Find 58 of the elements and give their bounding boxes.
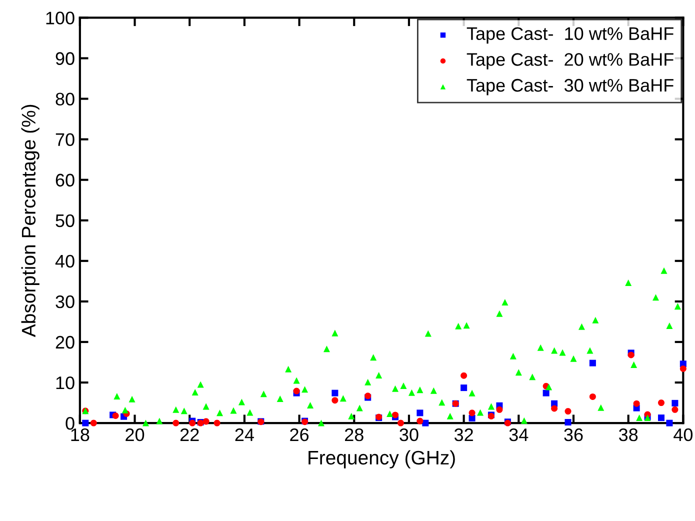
point [422, 420, 429, 426]
point [214, 420, 220, 426]
y-tick-label: 90 [56, 52, 74, 65]
y-tick-label: 20 [56, 336, 74, 349]
x-tick-label: 38 [618, 428, 638, 442]
point [542, 390, 550, 396]
x-tick-label: 18 [71, 428, 90, 442]
x-axis-title: Frequency (GHz) [308, 450, 455, 468]
point [332, 390, 338, 396]
point [397, 420, 404, 426]
point [460, 384, 468, 392]
y-tick-label: 30 [56, 295, 74, 308]
point [82, 420, 89, 426]
point [672, 400, 678, 406]
point [589, 393, 596, 400]
y-tick-label: 40 [55, 254, 74, 268]
point [658, 414, 665, 422]
point [172, 420, 180, 426]
point [332, 397, 338, 404]
point [633, 400, 640, 407]
y-tick-label: 80 [56, 92, 74, 106]
legend-label: Tape Cast- 30 wt% BaHF [466, 78, 674, 96]
point [564, 408, 572, 415]
y-tick-label: 50 [56, 214, 74, 228]
point [551, 405, 558, 412]
x-tick-label: 20 [126, 428, 144, 442]
y-tick-label: 0 [66, 416, 74, 430]
x-tick-label: 40 [674, 428, 693, 442]
legend-label: Tape Cast- 20 wt% BaHF [466, 53, 674, 70]
point [589, 360, 596, 366]
y-tick-label: 70 [56, 133, 74, 146]
x-tick-label: 28 [345, 428, 364, 442]
point [202, 418, 210, 425]
point [496, 406, 503, 413]
y-axis-title: Absorption Percentage (%) [21, 104, 40, 338]
x-tick-label: 36 [564, 428, 583, 442]
legend-label: Tape Cast- 10 wt% BaHF [466, 27, 674, 44]
point [416, 418, 424, 424]
y-tick-label: 100 [46, 12, 74, 24]
x-tick-label: 30 [400, 428, 418, 442]
x-tick-label: 26 [290, 428, 309, 442]
point [112, 412, 119, 420]
x-tick-label: 22 [180, 428, 199, 441]
x-tick-label: 34 [509, 428, 528, 442]
x-tick-label: 32 [454, 428, 473, 442]
point [468, 410, 476, 416]
x-tick-label: 24 [235, 428, 254, 441]
point [564, 418, 572, 426]
point [468, 414, 476, 422]
point [460, 372, 468, 379]
point [658, 400, 665, 406]
point [416, 410, 424, 416]
point [90, 420, 97, 426]
point [672, 406, 678, 413]
y-tick-label: 10 [56, 376, 74, 390]
point [680, 365, 686, 372]
y-tick-label: 60 [56, 174, 74, 187]
point [666, 420, 673, 426]
